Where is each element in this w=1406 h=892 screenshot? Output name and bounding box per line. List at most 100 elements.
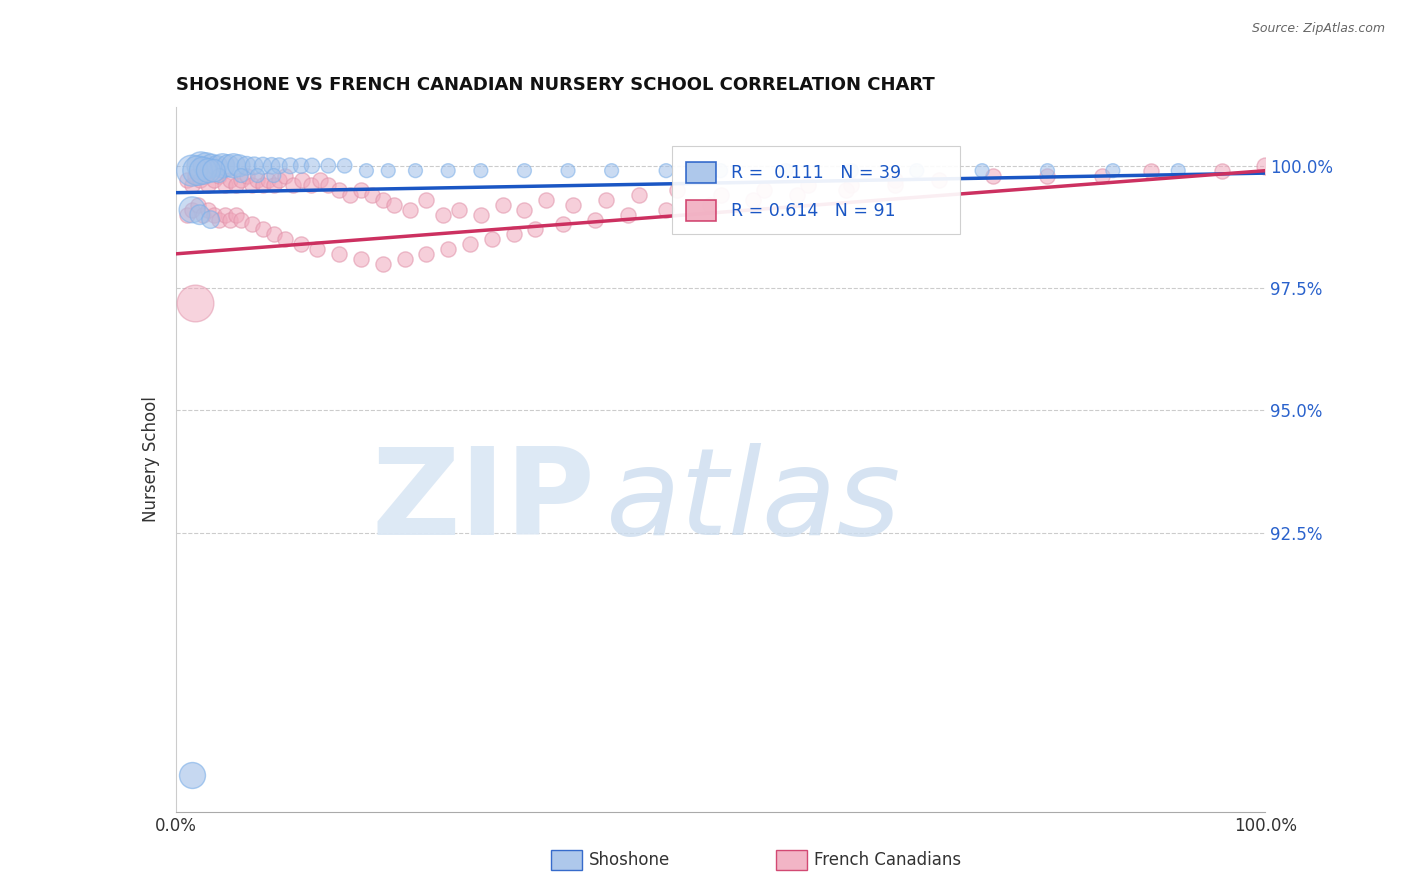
- Point: [1167, 163, 1189, 178]
- Point: [217, 159, 239, 173]
- Point: [318, 178, 340, 193]
- Text: Shoshone: Shoshone: [589, 851, 671, 869]
- Text: atlas: atlas: [606, 443, 901, 560]
- Point: [222, 159, 245, 173]
- Point: [219, 212, 242, 227]
- Point: [274, 232, 297, 246]
- Point: [240, 218, 263, 232]
- Point: [534, 193, 557, 207]
- Point: [328, 247, 350, 261]
- Point: [291, 173, 314, 187]
- Point: [186, 198, 209, 212]
- Point: [231, 212, 253, 227]
- Point: [432, 208, 454, 222]
- Point: [188, 173, 211, 187]
- Point: [274, 169, 297, 183]
- Point: [214, 178, 236, 193]
- Point: [333, 159, 356, 173]
- Point: [208, 169, 231, 183]
- Point: [350, 183, 373, 197]
- Point: [415, 247, 437, 261]
- Point: [269, 159, 291, 173]
- Point: [181, 178, 204, 193]
- Point: [710, 188, 733, 202]
- Point: [197, 163, 219, 178]
- Point: [263, 227, 285, 242]
- Point: [437, 163, 460, 178]
- Point: [742, 193, 765, 207]
- Point: [252, 159, 274, 173]
- Point: [307, 242, 329, 256]
- Point: [524, 222, 547, 236]
- Point: [181, 163, 204, 178]
- Point: [437, 242, 460, 256]
- Point: [1254, 159, 1277, 173]
- Point: [228, 159, 250, 173]
- Point: [208, 212, 231, 227]
- Point: [513, 202, 536, 217]
- Point: [884, 173, 907, 187]
- Point: [211, 159, 233, 173]
- Point: [928, 173, 950, 187]
- Point: [290, 159, 312, 173]
- Point: [188, 208, 211, 222]
- Point: [243, 159, 266, 173]
- Point: [328, 183, 350, 197]
- Point: [655, 163, 678, 178]
- Bar: [686, 162, 716, 183]
- Point: [184, 169, 207, 183]
- Point: [260, 159, 283, 173]
- Point: [377, 163, 399, 178]
- Point: [240, 178, 263, 193]
- Point: [583, 212, 606, 227]
- Point: [399, 202, 422, 217]
- Point: [219, 173, 242, 187]
- Point: [470, 208, 492, 222]
- Point: [600, 163, 623, 178]
- Point: [513, 163, 536, 178]
- Point: [278, 159, 301, 173]
- Point: [225, 208, 247, 222]
- Point: [371, 257, 394, 271]
- Point: [339, 188, 361, 202]
- Point: [884, 178, 907, 193]
- Point: [176, 173, 198, 187]
- Text: Source: ZipAtlas.com: Source: ZipAtlas.com: [1251, 22, 1385, 36]
- Point: [981, 169, 1004, 183]
- Point: [214, 208, 236, 222]
- Point: [246, 169, 269, 183]
- Text: SHOSHONE VS FRENCH CANADIAN NURSERY SCHOOL CORRELATION CHART: SHOSHONE VS FRENCH CANADIAN NURSERY SCHO…: [176, 77, 935, 95]
- Point: [786, 188, 808, 202]
- Point: [710, 163, 733, 178]
- Point: [835, 183, 858, 197]
- Point: [1102, 163, 1125, 178]
- Point: [235, 169, 257, 183]
- Point: [269, 173, 291, 187]
- Point: [181, 202, 204, 217]
- Point: [394, 252, 416, 266]
- Point: [181, 768, 204, 782]
- Point: [356, 163, 378, 178]
- Point: [360, 188, 382, 202]
- Point: [557, 163, 579, 178]
- Point: [617, 208, 640, 222]
- Point: [186, 163, 209, 178]
- Point: [202, 163, 225, 178]
- Point: [371, 193, 394, 207]
- Point: [200, 212, 222, 227]
- Point: [191, 208, 214, 222]
- Point: [905, 163, 928, 178]
- Point: [796, 178, 818, 193]
- Point: [176, 208, 198, 222]
- Point: [208, 169, 231, 183]
- Point: [301, 159, 323, 173]
- Point: [1036, 163, 1059, 178]
- Point: [202, 173, 225, 187]
- Point: [405, 163, 427, 178]
- Point: [231, 169, 253, 183]
- Point: [551, 218, 574, 232]
- Point: [193, 169, 215, 183]
- Point: [197, 202, 219, 217]
- Point: [470, 163, 492, 178]
- Point: [195, 159, 218, 173]
